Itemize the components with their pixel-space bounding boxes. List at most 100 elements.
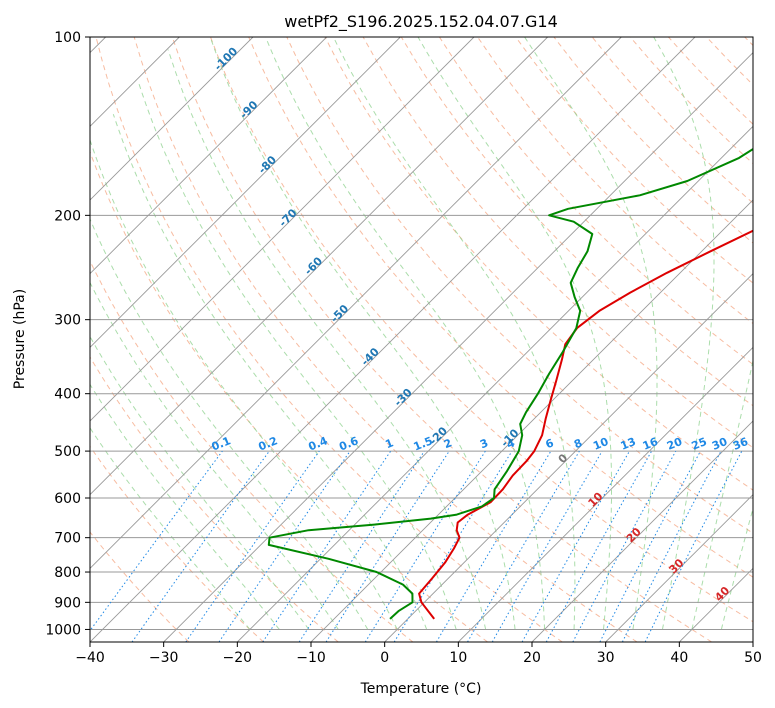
chart-title: wetPf2_S196.2025.152.04.07.G14 [284, 12, 558, 32]
moist-adiabat [524, 37, 658, 630]
y-tick-label: 900 [54, 595, 81, 611]
mixing-ratio-line [435, 450, 552, 642]
moist-adiabat [332, 37, 576, 630]
dry-adiabat [668, 37, 753, 125]
isotherm-line [237, 125, 753, 642]
isotherm-label: -90 [237, 98, 260, 121]
dry-adiabat [133, 37, 638, 642]
x-tick-label: −40 [75, 650, 105, 666]
mixing-ratio-label: 13 [619, 435, 638, 453]
isotherm-line [752, 641, 753, 642]
isotherm-line [163, 52, 753, 642]
x-tick-label: 10 [449, 650, 467, 666]
isotherm-line [90, 37, 548, 496]
sounding-profiles [267, 147, 753, 620]
x-tick-label: −30 [149, 650, 179, 666]
isotherm-label: -30 [392, 386, 415, 409]
moist-adiabat [265, 37, 546, 630]
isotherm-label: -60 [302, 254, 325, 277]
dry-adiabat [591, 37, 753, 204]
moist-adiabat-label: 40 [712, 584, 732, 604]
dry-adiabat [400, 37, 753, 407]
moist-adiabat [653, 37, 715, 630]
moist-adiabat [112, 114, 428, 630]
moist-adiabat [417, 37, 612, 630]
mixing-ratio-line [644, 450, 743, 642]
isotherm-line [90, 37, 475, 422]
mixing-ratio-line [521, 450, 630, 642]
mixing-ratio-label: 20 [665, 435, 684, 453]
dry-adiabat [515, 37, 753, 284]
y-tick-label: 1000 [45, 622, 81, 638]
isotherm-line [605, 494, 753, 642]
x-tick-label: 0 [380, 650, 389, 666]
dry-adiabat [248, 37, 753, 578]
mixing-ratio-line [572, 450, 677, 642]
mixing-ratio-line [131, 450, 270, 642]
y-axis-title: Pressure (hPa) [12, 289, 28, 389]
moist-adiabat [90, 335, 310, 630]
y-tick-label: 800 [54, 565, 81, 581]
moist-adiabat [138, 83, 457, 630]
dry-adiabat [90, 445, 264, 642]
mixing-ratio-label: 36 [731, 435, 750, 453]
temperature-profile [418, 229, 753, 620]
y-tick-label: 200 [54, 208, 81, 224]
dry-adiabat [90, 356, 339, 642]
mixing-ratio-label: 3 [478, 436, 490, 451]
mixing-ratio-label: 2 [442, 436, 454, 451]
moist-adiabat [209, 37, 516, 630]
dry-adiabat [90, 259, 414, 642]
dry-adiabat [95, 37, 563, 642]
dry-adiabat [477, 37, 753, 325]
isobar-gridlines [90, 37, 753, 630]
y-tick-label: 600 [54, 491, 81, 507]
isotherm-line [679, 567, 753, 642]
moist-adiabat [691, 358, 753, 630]
x-axis-title: Temperature (°C) [360, 681, 482, 697]
isotherm-label: -100 [212, 44, 241, 73]
x-tick-label: 30 [597, 650, 615, 666]
mixing-ratio-line [90, 450, 223, 632]
dry-adiabat [744, 37, 753, 47]
mixing-ratio-line [325, 450, 450, 642]
mixing-ratio-lines [90, 450, 743, 642]
dry-adiabat [90, 150, 488, 642]
mixing-ratio-line [467, 450, 580, 642]
isotherm-label: -70 [276, 206, 299, 229]
moist-adiabat [90, 383, 280, 630]
moist-adiabat [720, 506, 753, 630]
y-tick-label: 100 [54, 30, 81, 46]
moist-adiabat-label: 20 [624, 525, 644, 545]
y-tick-label: 300 [54, 313, 81, 329]
isotherm-line [90, 37, 401, 348]
moist-adiabat-label: 30 [666, 556, 686, 576]
isotherm-line [384, 273, 753, 642]
isotherm-gridlines [90, 37, 753, 642]
mixing-ratio-label: 25 [690, 435, 709, 453]
x-axis: −40 −30 −20 −10 0 10 20 30 40 50 [75, 642, 762, 666]
mixing-ratio-label: 8 [572, 436, 584, 451]
isotherm-label: -40 [359, 345, 382, 368]
y-tick-label: 500 [54, 444, 81, 460]
isotherm-label: -10 [498, 426, 521, 449]
mixing-ratio-line [393, 450, 513, 642]
x-tick-label: −10 [296, 650, 326, 666]
x-tick-label: −20 [223, 650, 253, 666]
x-tick-label: 20 [523, 650, 541, 666]
x-tick-label: 40 [670, 650, 688, 666]
dry-adiabat [706, 37, 753, 86]
mixing-ratio-label: 30 [710, 435, 729, 453]
mixing-ratio-line [599, 450, 701, 642]
mixing-ratio-line [262, 450, 392, 642]
moist-adiabat [90, 138, 398, 630]
moist-adiabat [90, 217, 369, 630]
moist-adiabat [90, 281, 339, 630]
isotherm-line [90, 37, 254, 201]
isotherm-line [90, 37, 696, 642]
mixing-ratio-line [364, 450, 486, 642]
dry-adiabats [90, 37, 753, 642]
isotherm-line [90, 37, 622, 569]
isotherm-line [458, 346, 753, 642]
